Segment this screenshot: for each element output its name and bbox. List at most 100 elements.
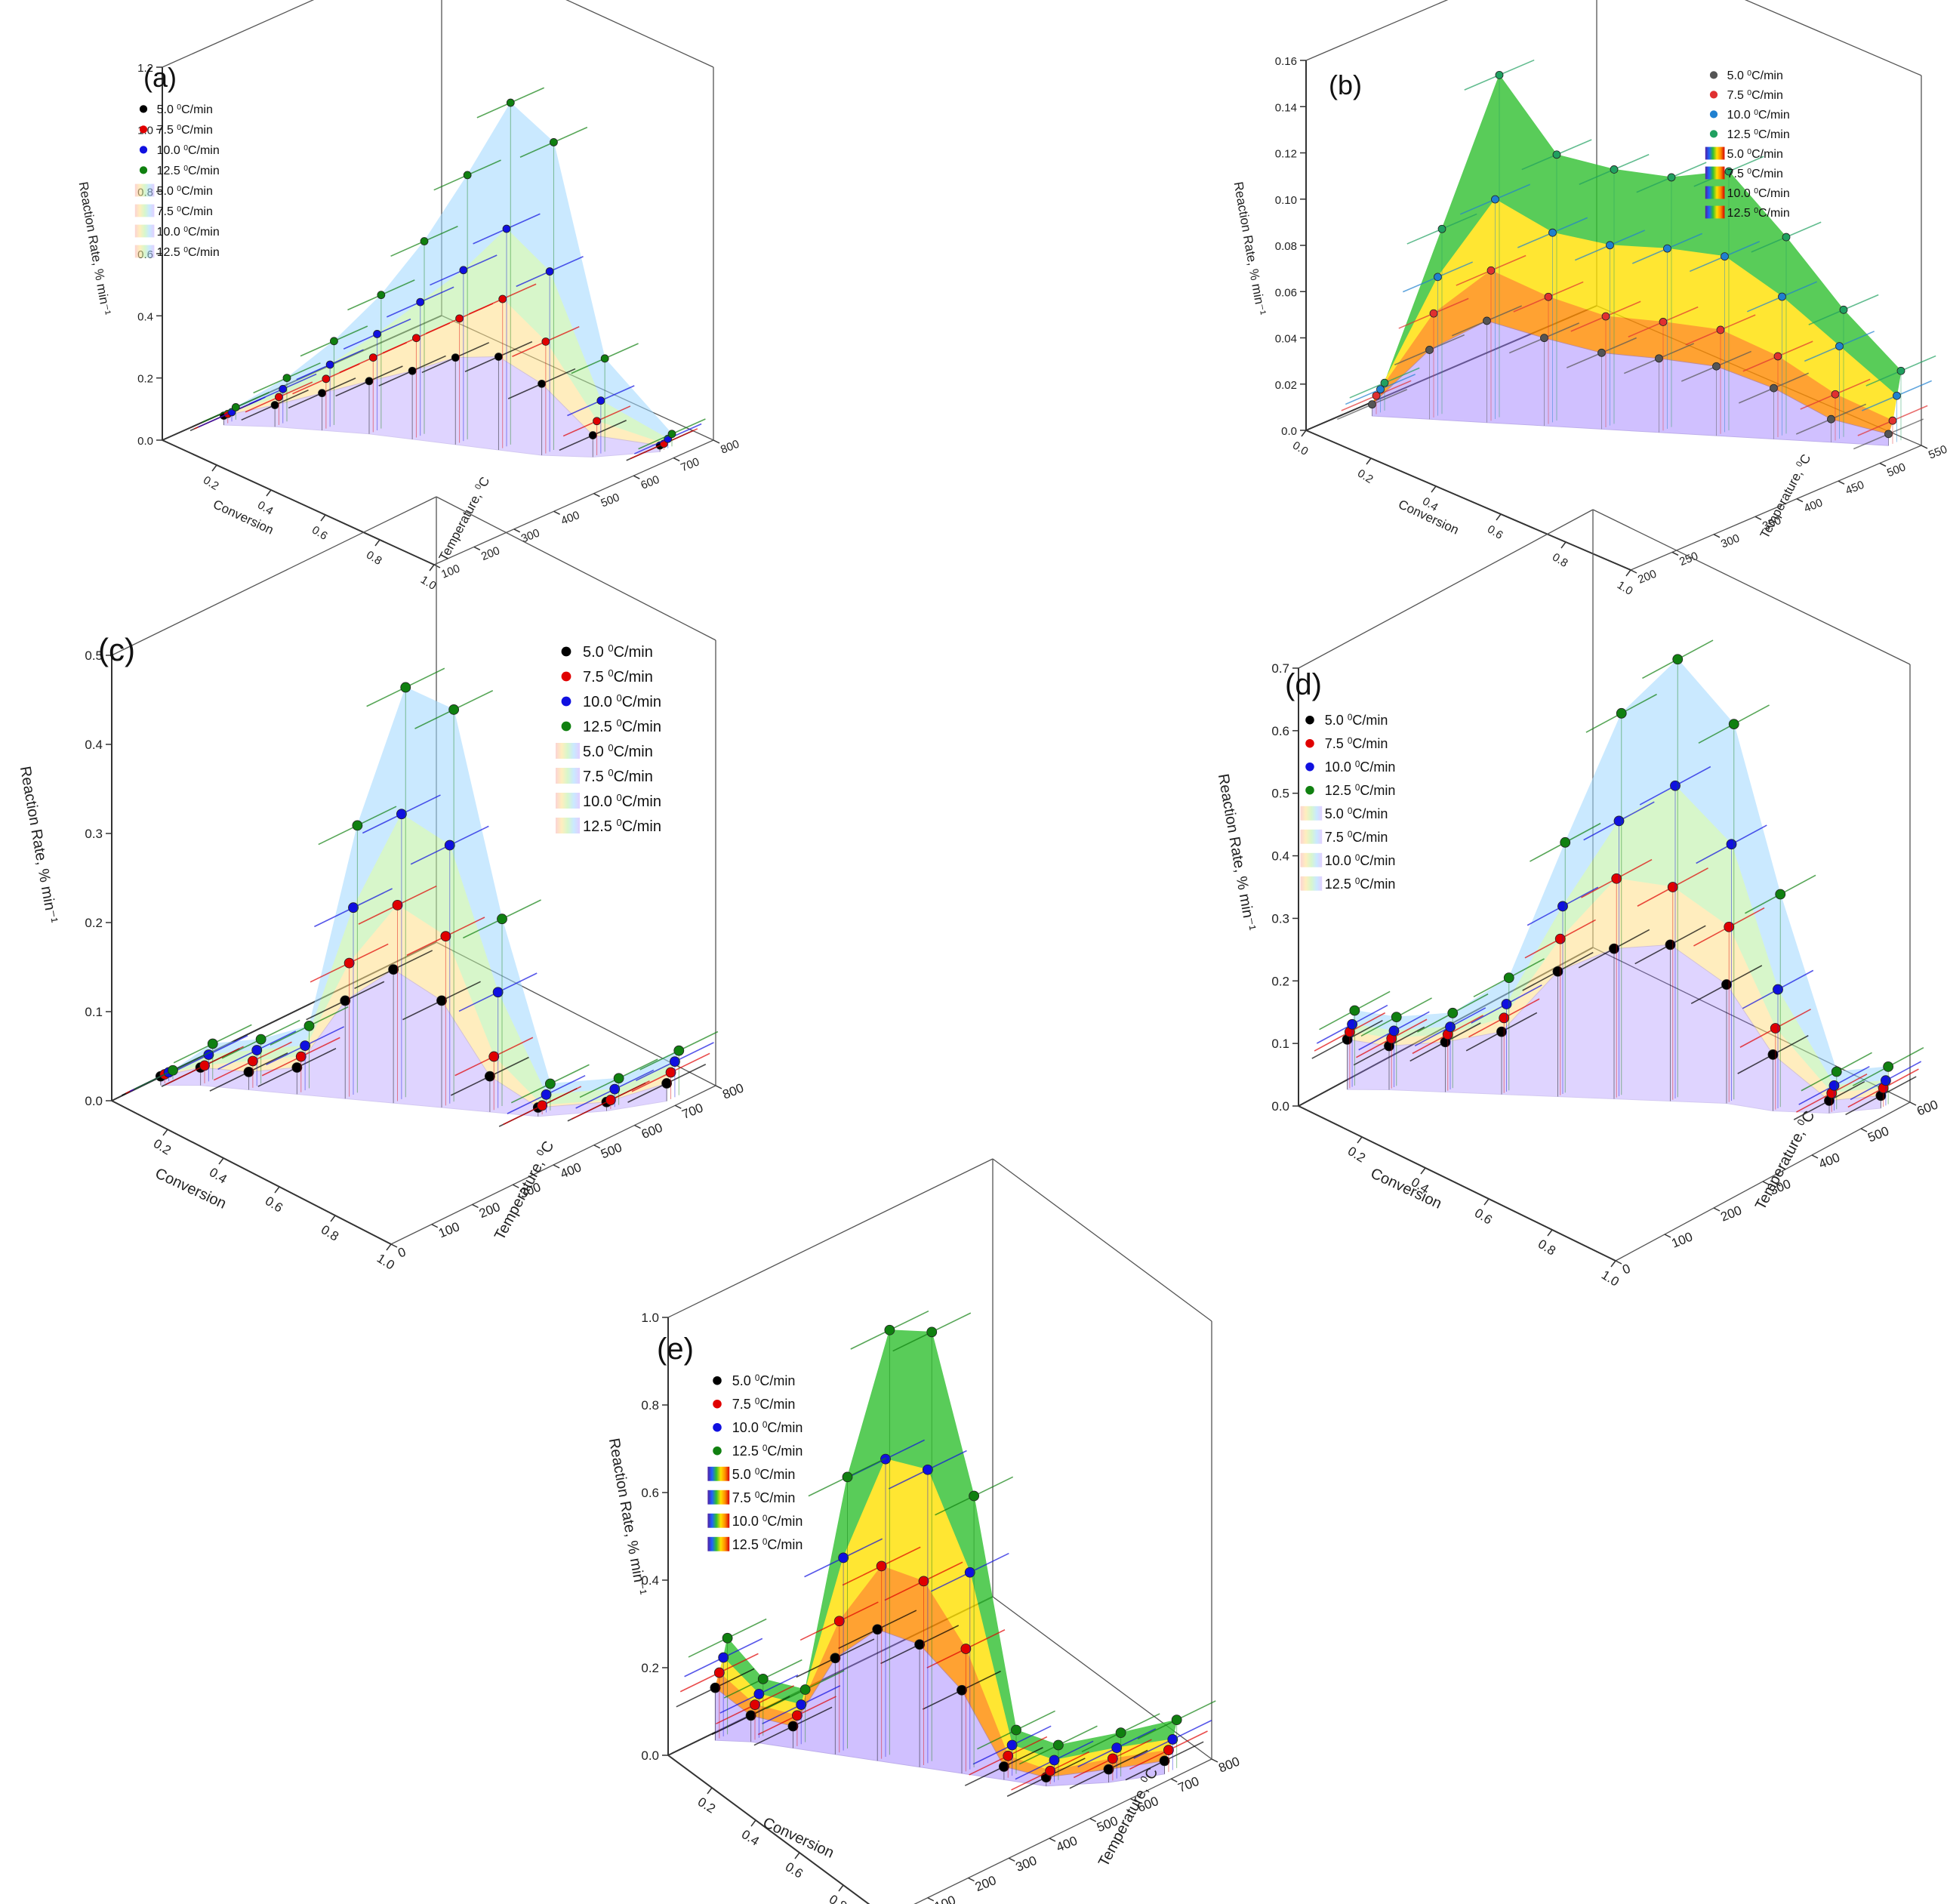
panel-letter: (d) [1285,668,1322,701]
data-point [1670,780,1681,791]
legend-marker-label: 12.5 0C/min [583,717,661,736]
legend-marker-label: 5.0 0C/min [1325,713,1388,729]
y-tick-label: 500 [1885,461,1908,479]
legend-marker-label: 5.0 0C/min [1727,69,1783,83]
legend-marker [713,1376,722,1385]
legend-swatch [1705,205,1725,219]
x-tick [794,1852,800,1859]
data-point [667,430,676,439]
z-tick-label: 0.0 [641,1748,659,1763]
y-tick-label: 100 [439,562,462,581]
legend-marker-label: 10.0 0C/min [732,1420,803,1436]
data-point [1552,150,1561,159]
data-point [833,1616,845,1627]
data-point [1597,348,1606,357]
x-tick [1357,1136,1363,1144]
legend-swatch [707,1536,730,1551]
data-point [1835,342,1844,351]
series-2 [1316,766,1922,1111]
y-tick [1130,1798,1137,1803]
z-tick-label: 0.16 [1275,55,1297,68]
z-tick-label: 0.7 [1271,661,1289,676]
legend-marker-label: 7.5 0C/min [583,667,653,686]
data-point [1610,165,1619,174]
y-tick [1008,1857,1015,1862]
data-point [1544,292,1553,301]
data-point [605,1095,616,1105]
legend-marker [1709,91,1718,99]
data-point [506,98,515,107]
z-tick-label: 0.4 [1271,849,1289,864]
x-tick [1420,1167,1426,1175]
z-tick-label: 0.5 [85,649,103,663]
data-point [488,1051,500,1062]
y-tick [1796,498,1804,503]
chart-b-svg: 0.00.20.40.60.81.02002503003504004505005… [1231,0,1947,598]
legend-swatch [1705,186,1725,199]
y-tick [634,1124,641,1129]
y-tick [1211,1758,1218,1763]
z-tick-label: 0.1 [1271,1037,1289,1051]
legend-surface-label: 5.0 0C/min [732,1467,796,1483]
data-point [1496,1026,1507,1037]
y-tick [633,475,640,479]
z-tick-label: 0.1 [85,1005,103,1019]
data-point [1655,354,1663,363]
data-point [872,1624,883,1635]
data-point [745,1710,756,1721]
panel-letter: (b) [1329,69,1362,100]
legend: 5.0 0C/min 7.5 0C/min 10.0 0C/min 12.5 0C/m… [134,103,220,259]
z-tick-label: 0.8 [641,1398,659,1413]
data-point [1167,1734,1178,1745]
data-point [926,1326,938,1338]
panel-letter: (e) [657,1332,694,1366]
data-point [1721,979,1732,990]
data-point [1107,1753,1118,1764]
data-point [1103,1764,1114,1775]
data-point [541,1089,552,1100]
data-point [830,1653,841,1664]
z-axis-title: Reaction Rate, % min⁻¹ [1231,180,1269,316]
series-3 [202,87,706,452]
series-1 [1341,254,1928,444]
y-tick [390,1243,398,1248]
data-point [799,1684,811,1695]
legend-surface-label: 12.5 0C/min [732,1537,803,1553]
legend-swatch [1300,829,1323,844]
data-point [545,267,554,276]
y-tick-label: 600 [639,473,661,492]
data-point [1349,1005,1360,1016]
legend-surface-label: 12.5 0C/min [583,817,661,836]
x-tick [211,464,217,472]
data-point [1659,318,1668,326]
z-tick-label: 0.4 [641,1573,659,1588]
data-point [787,1721,799,1732]
data-point [1006,1739,1018,1751]
y-tick-label: 600 [639,1120,664,1141]
y-tick [1615,1260,1622,1265]
data-point [1486,266,1496,275]
x-tick [1560,541,1567,549]
y-tick-label: 800 [720,1080,745,1101]
data-point [463,171,472,180]
data-point [318,389,326,398]
data-point [1501,999,1512,1009]
legend-marker-label: 7.5 0C/min [157,124,213,137]
legend-surface-label: 5.0 0C/min [157,185,213,199]
y-tick [1762,1181,1770,1185]
data-point [1884,430,1893,439]
data-point [1045,1765,1056,1776]
legend-marker-label: 5.0 0C/min [583,642,653,661]
x-tick-label: 0.6 [1472,1206,1495,1228]
data-point [722,1632,733,1644]
data-point [1728,719,1739,730]
data-point [1888,416,1897,425]
data-point [1883,1061,1894,1072]
legend-marker [561,696,571,707]
axis-edge [667,1158,994,1318]
data-point [1881,1075,1891,1086]
data-point [1445,1021,1456,1033]
y-tick-label: 200 [1718,1203,1743,1224]
data-point [757,1673,769,1684]
